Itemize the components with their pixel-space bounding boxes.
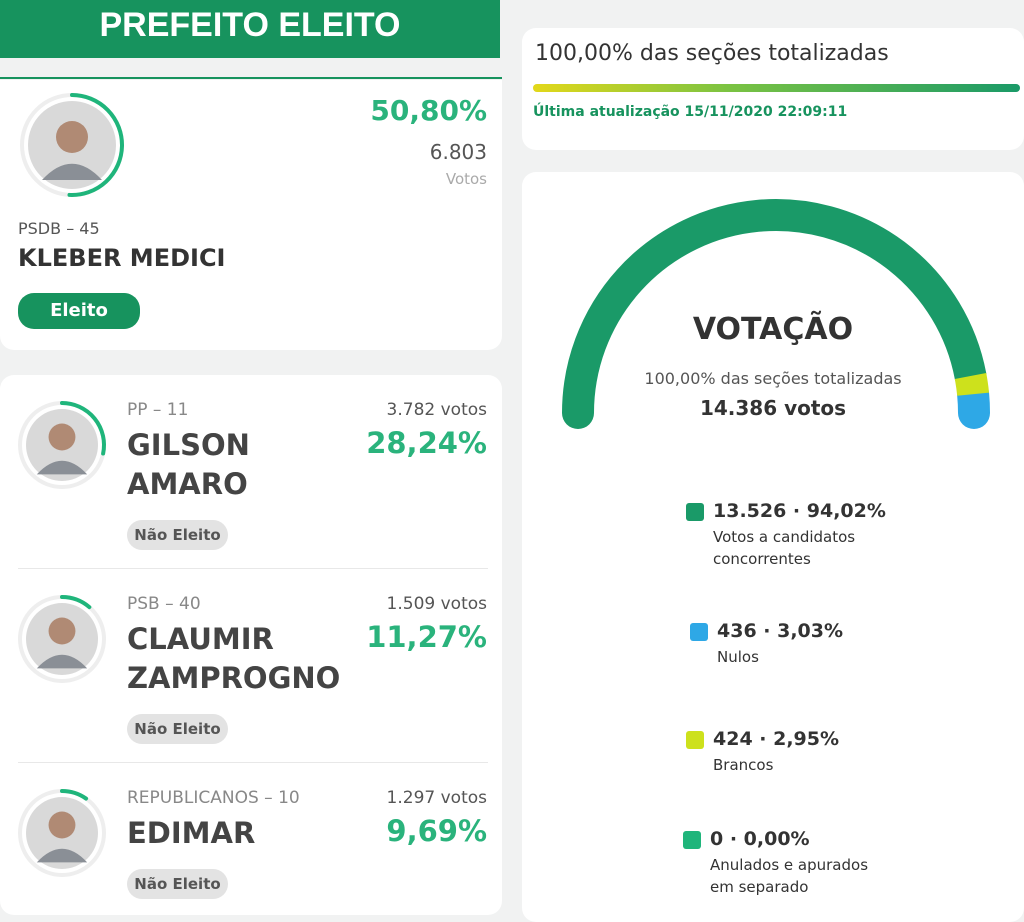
progress-bar: [533, 84, 1020, 92]
legend-value: 424 · 2,95%: [713, 728, 840, 750]
progress-updated: Última atualização 15/11/2020 22:09:11: [533, 104, 848, 120]
candidate-share: 11,27%: [366, 620, 487, 654]
legend-swatch: [683, 831, 701, 849]
summary-subtitle: 100,00% das seções totalizadas: [644, 369, 902, 388]
summary-total: 14.386 votos: [699, 396, 847, 420]
winner-share: 50,80%: [370, 94, 487, 127]
avatar-head: [56, 121, 88, 153]
legend-description: Votos a candidatos concorrentes: [713, 528, 856, 568]
share-ring: [60, 401, 106, 456]
legend-swatch: [686, 503, 704, 521]
status-badge[interactable]: Eleito: [18, 293, 140, 329]
header-title: PREFEITO ELEITO: [99, 6, 401, 44]
candidate-party: PP – 11: [127, 400, 189, 420]
candidate-share: 28,24%: [366, 426, 487, 460]
share-ring: [60, 789, 89, 801]
candidate-party: REPUBLICANOS – 10: [127, 788, 300, 808]
status-badge[interactable]: Não Eleito: [127, 869, 228, 899]
candidate-name: GILSON AMARO: [127, 428, 250, 501]
row-divider: [18, 762, 488, 763]
avatar-body: [36, 654, 88, 669]
legend-description: Anulados e apurados em separado: [710, 856, 869, 896]
winner-name: KLEBER MEDICI: [18, 244, 226, 272]
legend-value: 436 · 3,03%: [717, 620, 844, 642]
candidate-votes: 3.782 votos: [386, 400, 487, 420]
avatar-body: [36, 848, 88, 863]
header-bar: [0, 0, 500, 58]
legend-swatch: [686, 731, 704, 749]
candidate-votes: 1.509 votos: [386, 594, 487, 614]
gauge-segment: [957, 378, 990, 429]
legend-value: 13.526 · 94,02%: [713, 500, 886, 522]
gauge-segment: [562, 199, 987, 429]
status-badge[interactable]: Não Eleito: [127, 714, 228, 744]
divider: [0, 77, 502, 79]
avatar-head: [48, 617, 76, 645]
legend-description: Nulos: [717, 648, 759, 666]
avatar-head: [48, 811, 76, 839]
progress-track: [533, 84, 1020, 92]
legend-description: Brancos: [713, 756, 774, 774]
progress-title: 100,00% das seções totalizadas: [535, 41, 889, 66]
share-ring: [67, 93, 124, 197]
row-divider: [18, 568, 488, 569]
status-badge[interactable]: Não Eleito: [127, 520, 228, 550]
gauge-segment: [954, 373, 990, 396]
candidate-votes: 1.297 votos: [386, 788, 487, 808]
avatar-body: [36, 460, 88, 475]
candidate-share: 9,69%: [386, 814, 487, 848]
candidate-party: PSB – 40: [127, 594, 201, 614]
candidate-name: EDIMAR: [127, 816, 256, 850]
avatar-head: [48, 423, 76, 451]
winner-votes-unit: Votos: [445, 170, 487, 188]
summary-title: VOTAÇÃO: [692, 312, 854, 347]
avatar-body: [42, 163, 102, 180]
legend-value: 0 · 0,00%: [710, 828, 810, 850]
share-ring: [60, 595, 92, 610]
legend-swatch: [690, 623, 708, 641]
candidate-name: CLAUMIR ZAMPROGNO: [127, 622, 341, 695]
winner-party: PSDB – 45: [18, 219, 100, 238]
winner-votes: 6.803: [429, 140, 487, 164]
